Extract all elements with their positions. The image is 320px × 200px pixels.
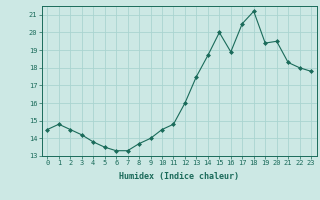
X-axis label: Humidex (Indice chaleur): Humidex (Indice chaleur)	[119, 172, 239, 181]
